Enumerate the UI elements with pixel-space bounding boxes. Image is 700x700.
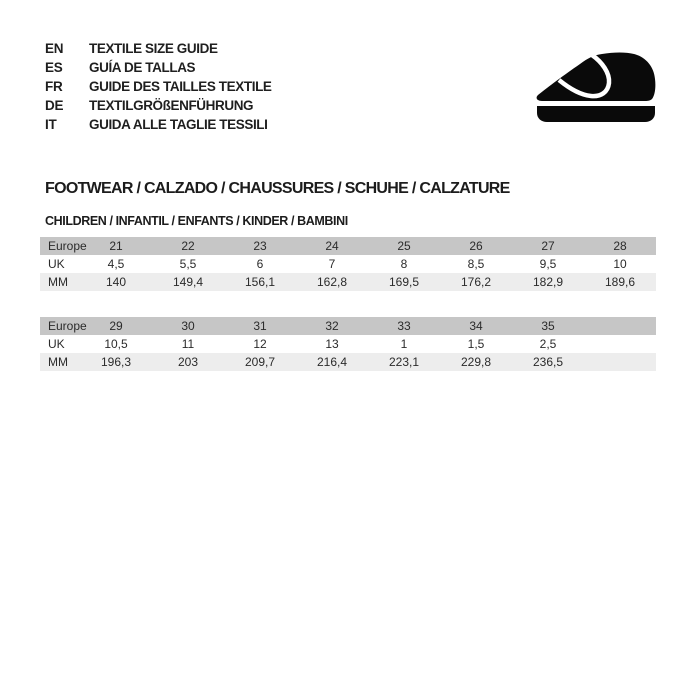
size-cell: 176,2: [460, 275, 492, 289]
size-cell: 8,5: [467, 257, 485, 271]
size-cell: 203: [177, 355, 199, 369]
size-cell: 23: [253, 239, 267, 253]
size-cell: 162,8: [316, 275, 348, 289]
size-cell: 32: [325, 319, 339, 333]
size-cell: 1: [400, 337, 408, 351]
size-cell: 24: [325, 239, 339, 253]
size-cell: 6: [256, 257, 264, 271]
language-code: IT: [45, 117, 57, 132]
size-cell: 29: [109, 319, 123, 333]
row-label: UK: [48, 257, 65, 271]
section-heading-footwear: FOOTWEAR / CALZADO / CHAUSSURES / SCHUHE…: [45, 180, 510, 197]
size-cell: 169,5: [388, 275, 420, 289]
language-code: FR: [45, 79, 63, 94]
size-cell: 9,5: [539, 257, 557, 271]
size-cell: 182,9: [532, 275, 564, 289]
size-cell: 22: [181, 239, 195, 253]
language-row: FR GUIDE DES TAILLES TEXTILE: [45, 77, 272, 96]
language-code: ES: [45, 60, 63, 75]
size-cell: 140: [105, 275, 127, 289]
size-cell: 30: [181, 319, 195, 333]
size-cell: 8: [400, 257, 408, 271]
size-cell: 34: [469, 319, 483, 333]
size-cell: 196,3: [100, 355, 132, 369]
size-cell: 13: [325, 337, 339, 351]
size-cell: 209,7: [244, 355, 276, 369]
table-row: UK 4,5 5,5 6 7 8 8,5 9,5 10: [40, 255, 656, 273]
size-cell: 4,5: [107, 257, 125, 271]
language-code: DE: [45, 98, 64, 113]
size-cell: 25: [397, 239, 411, 253]
table-row: UK 10,5 11 12 13 1 1,5 2,5: [40, 335, 656, 353]
language-title: GUÍA DE TALLAS: [89, 60, 196, 75]
language-row: ES GUÍA DE TALLAS: [45, 58, 272, 77]
language-row: EN TEXTILE SIZE GUIDE: [45, 39, 272, 58]
table-row: MM 196,3 203 209,7 216,4 223,1 229,8 236,5: [40, 353, 656, 371]
children-size-table-1: Europe 21 22 23 24 25 26 27 28 UK 4,5 5,5 6 7 8 8,5 9,5 1…: [40, 237, 656, 291]
size-cell: 10,5: [104, 337, 128, 351]
size-cell: 31: [253, 319, 267, 333]
size-cell: 5,5: [179, 257, 197, 271]
table-row: MM 140 149,4 156,1 162,8 169,5 176,2 182,9 189,6: [40, 273, 656, 291]
size-cell: 12: [253, 337, 267, 351]
size-cell: 10: [613, 257, 627, 271]
children-shoe-icon: [534, 51, 658, 123]
language-title: GUIDE DES TAILLES TEXTILE: [89, 79, 272, 94]
row-label: Europe: [48, 319, 87, 333]
size-cell: 1,5: [467, 337, 485, 351]
language-title: TEXTILE SIZE GUIDE: [89, 41, 218, 56]
language-code: EN: [45, 41, 64, 56]
size-cell: 35: [541, 319, 555, 333]
size-cell: 11: [181, 337, 195, 351]
language-title: GUIDA ALLE TAGLIE TESSILI: [89, 117, 268, 132]
size-cell: 223,1: [388, 355, 420, 369]
size-cell: 216,4: [316, 355, 348, 369]
size-cell: 27: [541, 239, 555, 253]
size-cell: 156,1: [244, 275, 276, 289]
size-cell: 236,5: [532, 355, 564, 369]
children-size-table-2: Europe 29 30 31 32 33 34 35 UK 10,5 11 12 13 1 1,5 2,5 M…: [40, 317, 656, 371]
table-row: Europe 21 22 23 24 25 26 27 28: [40, 237, 656, 255]
row-label: Europe: [48, 239, 87, 253]
subsection-heading-children: CHILDREN / INFANTIL / ENFANTS / KINDER /…: [45, 214, 348, 228]
size-cell: 229,8: [460, 355, 492, 369]
language-row: DE TEXTILGRÖßENFÜHRUNG: [45, 96, 272, 115]
size-cell: 26: [469, 239, 483, 253]
size-cell: 149,4: [172, 275, 204, 289]
row-label: UK: [48, 337, 65, 351]
language-row: IT GUIDA ALLE TAGLIE TESSILI: [45, 115, 272, 134]
size-cell: 33: [397, 319, 411, 333]
language-list: EN TEXTILE SIZE GUIDE ES GUÍA DE TALLAS FR GU…: [45, 39, 272, 134]
table-row: Europe 29 30 31 32 33 34 35: [40, 317, 656, 335]
size-cell: 28: [613, 239, 627, 253]
size-cell: 189,6: [604, 275, 636, 289]
size-cell: 7: [328, 257, 336, 271]
language-title: TEXTILGRÖßENFÜHRUNG: [89, 98, 254, 113]
row-label: MM: [48, 275, 68, 289]
row-label: MM: [48, 355, 68, 369]
size-cell: 2,5: [539, 337, 557, 351]
size-cell: 21: [109, 239, 123, 253]
